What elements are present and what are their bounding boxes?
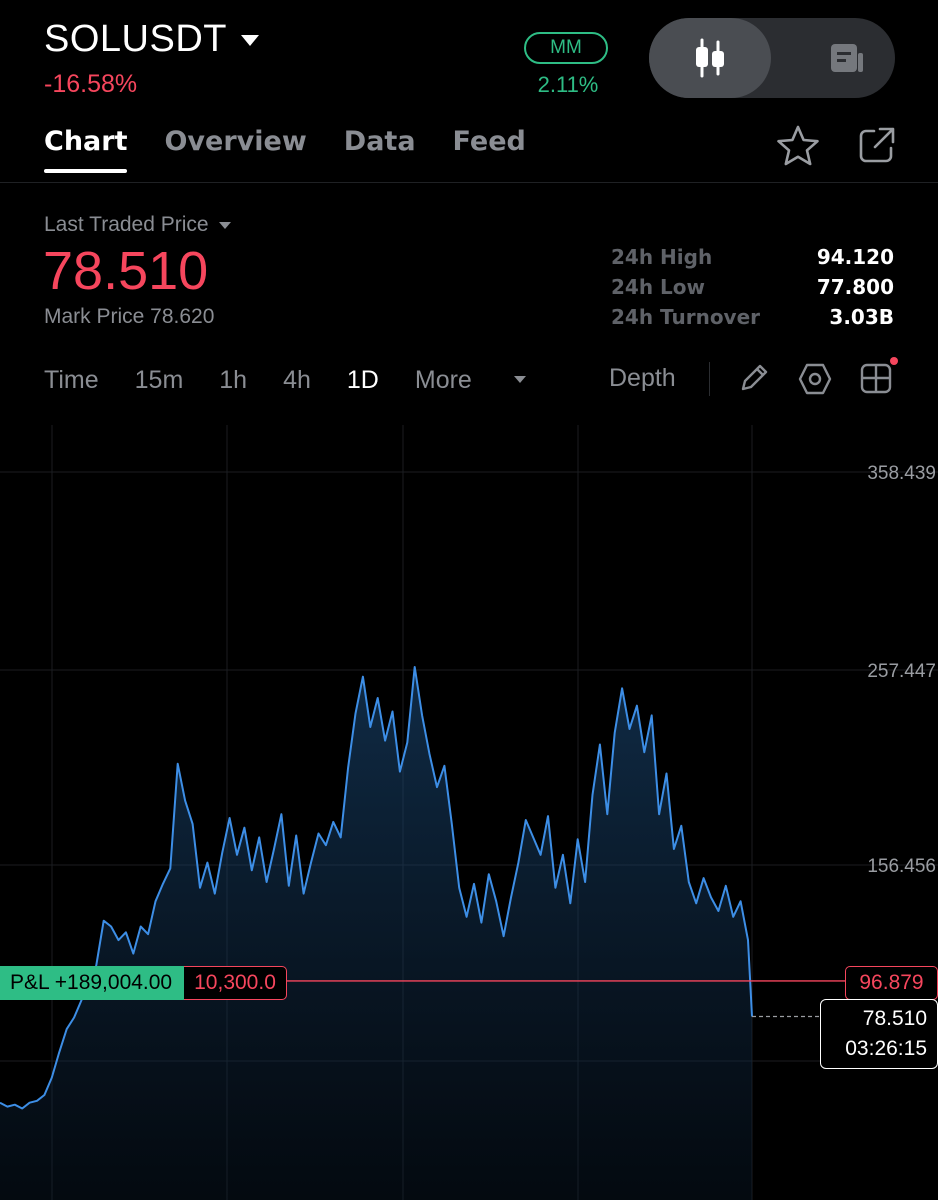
interval-time[interactable]: Time — [44, 365, 99, 394]
grid-icon — [860, 363, 892, 394]
last-traded-price: 78.510 — [43, 241, 209, 301]
stat-row-low: 24h Low 77.800 — [611, 272, 894, 302]
caret-down-icon — [513, 376, 526, 383]
position-quantity: 10,300.0 — [184, 966, 287, 1000]
interval-4h[interactable]: 4h — [283, 365, 311, 394]
stat-row-turnover: 24h Turnover 3.03B — [611, 302, 894, 332]
symbol-selector[interactable]: SOLUSDT — [44, 18, 259, 61]
last-price-box: 78.510 03:26:15 — [820, 999, 938, 1069]
price-area-fill — [0, 667, 752, 1200]
interval-1d[interactable]: 1D — [346, 365, 379, 394]
view-toggle[interactable] — [649, 18, 895, 98]
tab-feed[interactable]: Feed — [452, 126, 526, 157]
favorite-button[interactable] — [776, 124, 820, 171]
stat-value: 94.120 — [816, 245, 894, 269]
toolbar-separator — [709, 362, 710, 396]
stat-value: 3.03B — [829, 305, 894, 329]
indicators-button[interactable] — [798, 362, 832, 401]
interval-more[interactable]: More — [415, 366, 526, 395]
chart-view-button[interactable] — [649, 18, 771, 98]
share-icon — [859, 127, 895, 163]
interval-1h[interactable]: 1h — [219, 365, 248, 394]
price-chart-canvas[interactable]: 358.439 257.447 156.456 — [0, 425, 938, 1200]
orderbook-view-button[interactable] — [799, 18, 895, 98]
stat-value: 77.800 — [816, 275, 894, 299]
layout-button[interactable] — [860, 362, 892, 399]
last-traded-price-selector[interactable]: Last Traded Price — [44, 213, 231, 237]
symbol-name: SOLUSDT — [44, 18, 227, 60]
stat-label: 24h High — [611, 245, 713, 269]
position-pnl-tag[interactable]: P&L +189,004.00 10,300.0 — [0, 966, 287, 1000]
notification-dot — [890, 357, 898, 365]
interval-15m[interactable]: 15m — [134, 365, 184, 394]
tab-data[interactable]: Data — [343, 126, 416, 157]
price-line — [0, 666, 753, 1110]
24h-stats: 24h High 94.120 24h Low 77.800 24h Turno… — [611, 242, 894, 332]
caret-down-icon — [218, 221, 231, 229]
candlestick-icon — [696, 38, 724, 78]
pencil-icon — [741, 364, 768, 391]
candle-countdown: 03:26:15 — [845, 1037, 927, 1060]
mm-value: 2.11% — [537, 72, 599, 97]
depth-tab[interactable]: Depth — [609, 364, 676, 392]
hexagon-icon — [798, 363, 832, 395]
price-change-percent: -16.58% — [44, 70, 138, 98]
header-divider — [0, 182, 938, 183]
order-book-icon — [831, 44, 863, 72]
y-axis-tick-label: 257.447 — [867, 661, 936, 682]
main-tabs: Chart Overview Data Feed — [44, 126, 526, 173]
draw-tool-button[interactable] — [738, 362, 770, 399]
stat-label: 24h Turnover — [611, 305, 761, 329]
tab-overview[interactable]: Overview — [164, 126, 307, 157]
interval-more-label: More — [414, 365, 472, 394]
y-axis-tick-label: 358.439 — [867, 463, 936, 484]
tab-chart[interactable]: Chart — [44, 126, 128, 173]
chevron-down-icon[interactable] — [240, 35, 259, 46]
mark-price: Mark Price 78.620 — [44, 305, 215, 328]
share-button[interactable] — [858, 126, 896, 169]
mm-badge[interactable]: MM — [524, 32, 608, 64]
last-price-label: 78.510 — [862, 1007, 927, 1030]
last-traded-price-label: Last Traded Price — [44, 213, 209, 236]
stat-row-high: 24h High 94.120 — [611, 242, 894, 272]
pnl-label: P&L +189,004.00 — [0, 966, 185, 1000]
position-price-tag: 96.879 — [845, 966, 938, 1000]
star-icon — [777, 125, 819, 166]
stat-label: 24h Low — [611, 275, 705, 299]
y-axis-tick-label: 156.456 — [867, 856, 936, 877]
price-chart[interactable]: 358.439 257.447 156.456 — [0, 425, 938, 1200]
interval-bar: Time 15m 1h 4h 1D More — [44, 362, 562, 398]
